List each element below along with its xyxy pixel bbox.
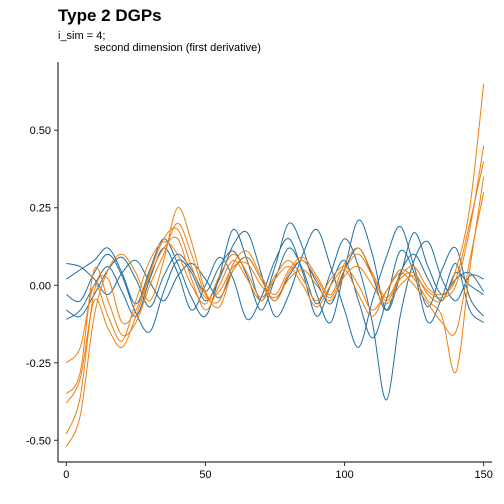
y-tick-label: 0.50: [30, 125, 51, 137]
series-layer: [65, 83, 485, 447]
x-tick-label: 150: [474, 469, 492, 481]
chart-subtitle-line-1: i_sim = 4;: [58, 30, 106, 42]
series-line-4-blue: [66, 219, 485, 324]
y-tick-label: 0.00: [30, 280, 51, 292]
axis-layer: -0.50 -0.25 0.00 0.25 0.50 0 50 100 150: [26, 62, 493, 481]
series-line-8-orange: [65, 192, 485, 364]
y-tick-label: -0.25: [26, 358, 51, 370]
chart-subtitle-line-2: second dimension (first derivative): [94, 42, 261, 54]
series-line-2-blue: [66, 238, 484, 401]
chart-title: Type 2 DGPs: [58, 6, 162, 25]
series-line-9-orange: [65, 145, 485, 435]
x-tick-label: 100: [335, 469, 353, 481]
y-tick-label: 0.25: [30, 203, 51, 215]
x-tick-label: 0: [63, 469, 69, 481]
series-line-6-orange: [65, 83, 485, 447]
series-line-10-orange: [65, 161, 485, 395]
series-line-7-orange: [65, 176, 485, 404]
x-tick-label: 50: [199, 469, 211, 481]
y-tick-label: -0.50: [26, 435, 51, 447]
